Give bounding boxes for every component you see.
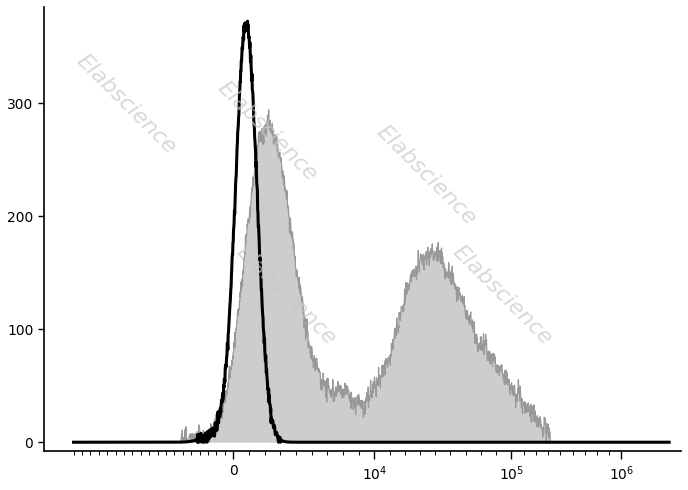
Text: Elabscience: Elabscience: [73, 51, 180, 158]
Text: Elabscience: Elabscience: [372, 122, 480, 229]
Text: Elabscience: Elabscience: [213, 78, 321, 185]
Text: Elabscience: Elabscience: [449, 242, 557, 349]
Text: Elabscience: Elabscience: [233, 242, 340, 349]
